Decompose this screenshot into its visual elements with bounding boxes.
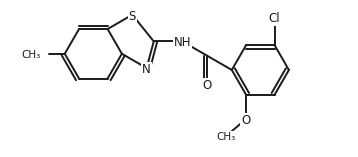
Text: O: O	[202, 79, 212, 92]
Text: NH: NH	[174, 36, 191, 49]
Text: CH₃: CH₃	[21, 50, 40, 60]
Text: S: S	[129, 10, 136, 23]
Text: N: N	[142, 63, 151, 76]
Text: Cl: Cl	[269, 12, 280, 25]
Text: CH₃: CH₃	[217, 132, 236, 142]
Text: O: O	[241, 114, 251, 127]
